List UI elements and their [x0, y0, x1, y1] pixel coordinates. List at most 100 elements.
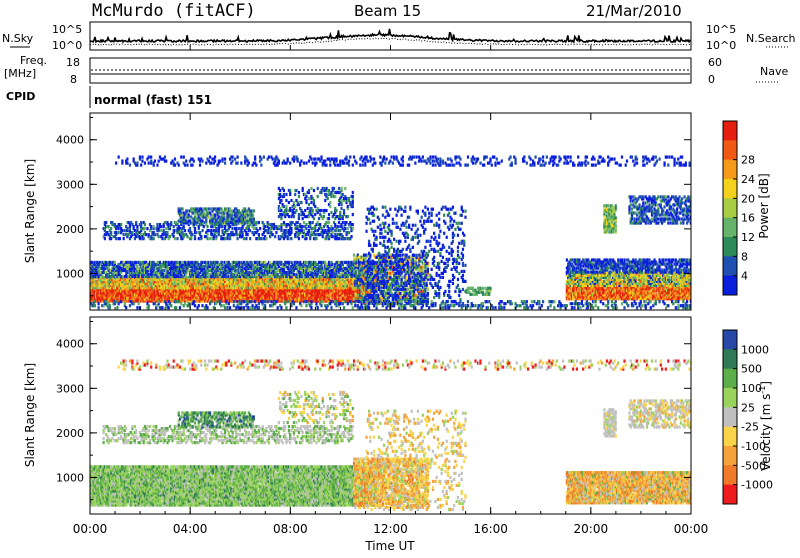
power-cell: [140, 221, 142, 224]
power-cell: [158, 235, 160, 238]
power-cell: [143, 237, 145, 240]
power-cell: [169, 235, 171, 238]
power-scatter: [90, 155, 692, 309]
power-cell: [198, 237, 200, 240]
power-cell: [135, 261, 137, 264]
power-cell: [258, 221, 260, 224]
power-cell: [163, 229, 165, 232]
power-cell: [115, 237, 117, 240]
freq-tick-bottom: 8: [70, 73, 77, 86]
power-cell: [164, 221, 166, 224]
power-cell: [104, 237, 106, 240]
power-cell: [315, 237, 317, 240]
noise-right-tick-bottom: 10^0: [706, 39, 736, 52]
power-cell: [305, 227, 307, 230]
power-cell: [235, 227, 237, 230]
noise-left-tick-top: 10^5: [52, 23, 82, 36]
noise-traces: [90, 29, 691, 50]
power-cell: [264, 225, 266, 228]
power-cell: [210, 229, 212, 232]
power-cell: [161, 237, 163, 240]
power-cell: [133, 225, 135, 228]
power-cell: [328, 221, 330, 224]
power-cell: [131, 231, 133, 234]
power-cell: [159, 261, 161, 264]
power-cell: [297, 221, 299, 224]
power-cell: [153, 225, 155, 228]
power-cell: [170, 221, 172, 224]
power-cell: [165, 227, 167, 230]
power-cell: [244, 207, 246, 210]
power-cell: [135, 221, 137, 224]
power-cell: [126, 227, 128, 230]
power-cell: [236, 237, 238, 240]
power-cell: [332, 227, 334, 230]
power-cell: [224, 225, 226, 228]
power-cell: [283, 221, 285, 224]
power-cell: [123, 237, 125, 240]
power-cell: [201, 261, 203, 264]
power-cell: [119, 237, 121, 240]
power-cell: [194, 235, 196, 238]
power-cell: [302, 235, 304, 238]
power-cell: [183, 225, 185, 228]
power-cell: [269, 261, 271, 264]
power-cell: [195, 231, 197, 234]
power-cell: [208, 229, 210, 232]
power-cell: [174, 237, 176, 240]
power-cell: [120, 223, 122, 226]
power-cell: [221, 225, 223, 228]
power-cell: [146, 227, 148, 230]
power-cell: [332, 235, 334, 238]
power-cell: [206, 233, 208, 236]
power-cell: [352, 227, 354, 230]
power-cell: [277, 273, 279, 276]
power-cell: [153, 237, 155, 240]
power-cell: [233, 233, 235, 236]
power-cell: [337, 275, 339, 278]
power-cell: [121, 229, 123, 232]
power-cell: [144, 223, 146, 226]
power-cell: [249, 237, 251, 240]
freq-tick-top: 18: [66, 56, 80, 69]
power-cell: [352, 223, 354, 226]
power-cell: [195, 221, 197, 224]
power-cell: [215, 227, 217, 230]
power-cell: [208, 207, 210, 210]
power-cell: [123, 233, 125, 236]
power-cell: [215, 235, 217, 238]
power-cell: [110, 231, 112, 234]
power-cell: [302, 225, 304, 228]
power-cell: [347, 227, 349, 230]
power-cell: [101, 275, 103, 278]
power-cell: [148, 233, 150, 236]
power-cell: [328, 235, 330, 238]
power-cell: [201, 229, 203, 232]
nave-tick-bottom: 0: [708, 73, 715, 86]
power-cell: [303, 221, 305, 224]
nave-label: Nave: [760, 65, 788, 78]
power-cell: [200, 235, 202, 238]
power-cell: [309, 221, 311, 224]
power-cell: [183, 233, 185, 236]
power-cell: [268, 223, 270, 226]
power-cell: [245, 237, 247, 240]
power-cell: [264, 261, 266, 264]
power-cell: [176, 237, 178, 240]
power-cell: [339, 229, 341, 232]
power-cell: [188, 213, 190, 216]
power-cell: [258, 233, 260, 236]
power-cell: [265, 237, 267, 240]
cpid-value: normal (fast) 151: [94, 93, 212, 107]
power-cell: [312, 227, 314, 230]
power-cell: [303, 229, 305, 232]
noise-sky-label: N.Sky: [2, 32, 34, 45]
power-cell: [275, 231, 277, 234]
power-cell: [136, 225, 138, 228]
power-cell: [290, 237, 292, 240]
power-cell: [292, 221, 294, 224]
power-cell: [201, 219, 203, 222]
power-cell: [338, 221, 340, 224]
